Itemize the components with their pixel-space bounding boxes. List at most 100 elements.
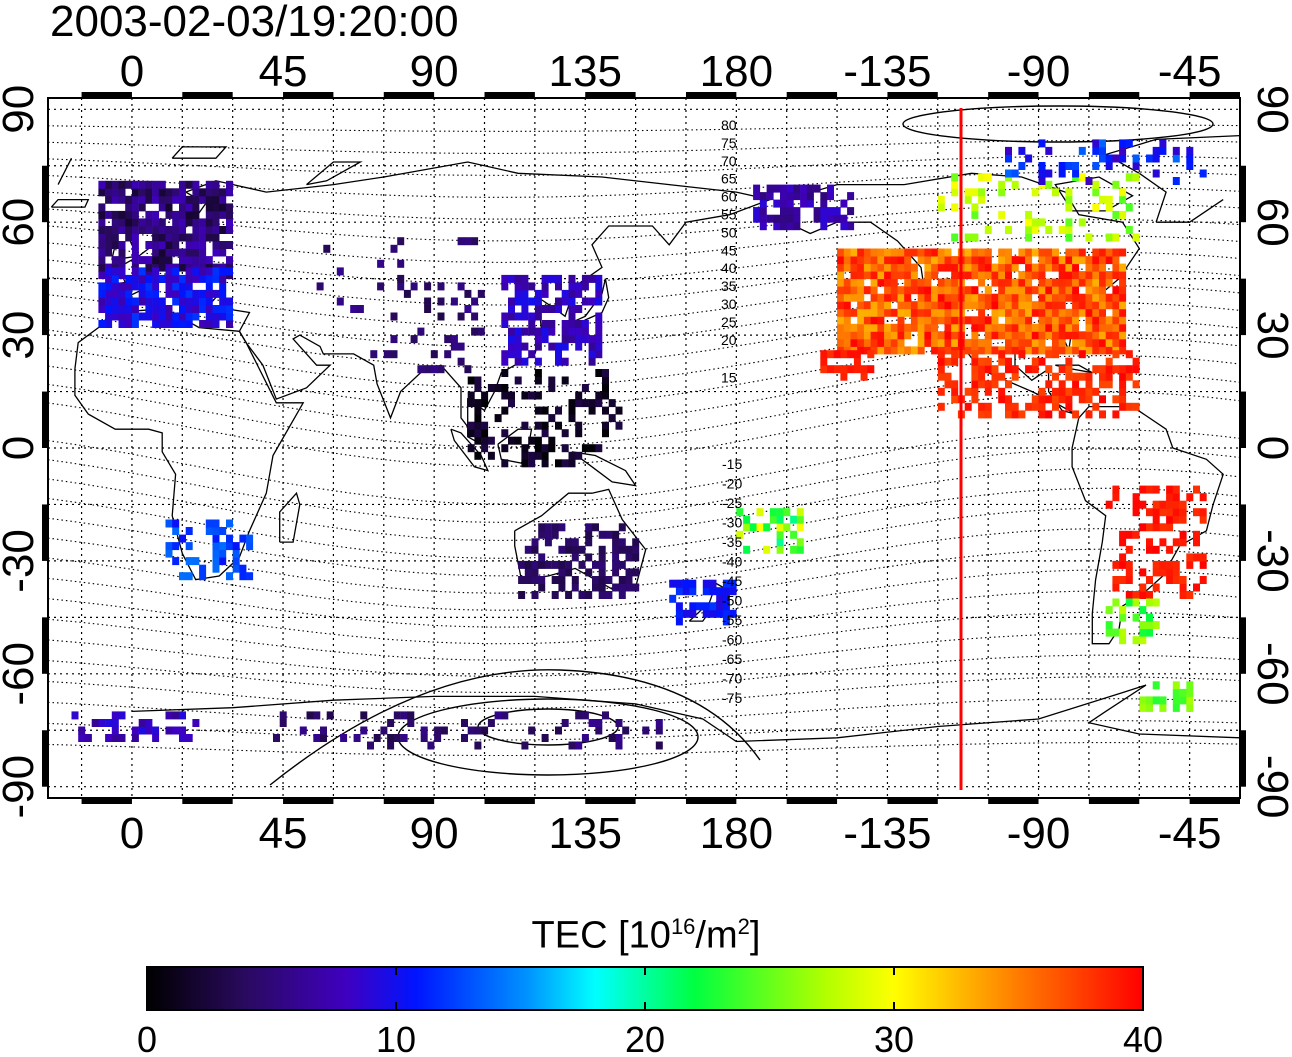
tec-cell (1058, 293, 1066, 302)
tec-cell (1159, 139, 1167, 148)
tec-cell (1092, 365, 1100, 374)
tec-cell (924, 308, 932, 317)
tec-cell (1179, 583, 1187, 592)
tec-cell (585, 553, 593, 562)
frame-tick-bottom (182, 798, 233, 804)
tec-cell (111, 218, 119, 227)
tec-cell (1052, 248, 1059, 257)
tec-cell (551, 530, 559, 539)
tec-cell (417, 327, 425, 336)
tec-cell (508, 305, 515, 313)
tec-cell (1011, 346, 1019, 355)
tec-cell (565, 591, 573, 599)
tec-cell (1105, 365, 1113, 374)
tec-cell (863, 286, 871, 295)
tec-cell (226, 226, 233, 234)
mlat-contour (48, 139, 1240, 154)
tec-cell (1105, 331, 1113, 340)
tec-cell (1031, 301, 1039, 310)
tec-cell (192, 719, 200, 727)
tec-cell (806, 184, 814, 193)
x-tick-label-top: 0 (120, 47, 144, 96)
tec-cell (1092, 338, 1100, 347)
tec-cell (964, 263, 972, 272)
tec-cell (991, 331, 999, 340)
tec-cell (971, 387, 979, 396)
tec-cell (870, 256, 878, 265)
tec-cell (105, 267, 113, 276)
tec-cell (558, 583, 566, 592)
tec-cell (1179, 696, 1187, 705)
tec-cell (857, 271, 865, 280)
tec-cell (145, 188, 153, 197)
tec-cell (843, 338, 851, 347)
tec-cell (568, 320, 576, 328)
x-tick-label-top: -45 (1158, 47, 1222, 96)
tec-cell (1146, 598, 1153, 607)
tec-cell (978, 346, 986, 355)
tec-cell (1105, 316, 1113, 325)
tec-cell (1085, 271, 1093, 280)
tec-cell (884, 301, 892, 310)
tec-cell (991, 323, 999, 332)
tec-cell (1099, 271, 1106, 280)
tec-cell (618, 523, 626, 532)
tec-cell (420, 734, 428, 742)
tec-cell (397, 282, 405, 291)
tec-cell (501, 384, 509, 392)
tec-cell (471, 237, 479, 246)
tec-cell (1085, 177, 1093, 185)
tec-cell (474, 741, 482, 750)
coast-iceland (50, 198, 90, 208)
tec-cell (890, 323, 898, 332)
tec-cell (790, 515, 798, 524)
tec-cell (581, 327, 589, 336)
tec-cell (924, 263, 932, 272)
tec-cell (581, 444, 589, 453)
tec-cell (544, 538, 552, 547)
tec-cell (1072, 308, 1080, 317)
mlat-label-south: -30 (722, 515, 742, 531)
tec-cell (138, 267, 146, 276)
tec-cell (205, 210, 213, 219)
tec-cell (1065, 286, 1073, 295)
tec-cell (890, 278, 898, 287)
mlat-label-north: 70 (721, 153, 737, 169)
tec-cell (205, 256, 213, 265)
tec-cell (239, 534, 247, 543)
mlat-contour (48, 654, 1240, 693)
tec-cell (897, 316, 905, 325)
tec-cell (1105, 248, 1113, 257)
tec-cell (131, 203, 139, 212)
tec-cell (1031, 263, 1039, 272)
tec-cell (138, 180, 146, 189)
frame-tick-left (42, 730, 48, 787)
tec-cell (971, 286, 979, 295)
tec-cell (508, 399, 515, 408)
tec-cell (598, 576, 606, 584)
tec-cell (1139, 523, 1147, 532)
tec-cell (1112, 628, 1120, 637)
tec-cell (152, 726, 160, 735)
tec-cell (212, 241, 220, 249)
tec-cell (951, 331, 959, 340)
tec-cell (863, 271, 871, 280)
tec-cell (984, 410, 992, 419)
tec-cell (1065, 226, 1073, 234)
y-axis-labels-right: 9060300-30-60-90 (1248, 85, 1292, 819)
tec-cell (1105, 271, 1113, 280)
tec-cell (991, 278, 999, 287)
tec-cell (131, 226, 139, 234)
tec-cell (759, 207, 767, 216)
tec-cell (165, 267, 173, 276)
frame-tick-bottom (383, 798, 435, 804)
tec-cell (1146, 696, 1153, 705)
tec-cell (1199, 576, 1207, 584)
tec-cell (1052, 331, 1059, 340)
tec-cell (991, 380, 999, 389)
tec-cell (588, 335, 596, 344)
tec-cell (555, 274, 562, 283)
tec-cell (561, 335, 569, 344)
tec-cell (581, 711, 589, 720)
tec-cell (843, 248, 851, 257)
